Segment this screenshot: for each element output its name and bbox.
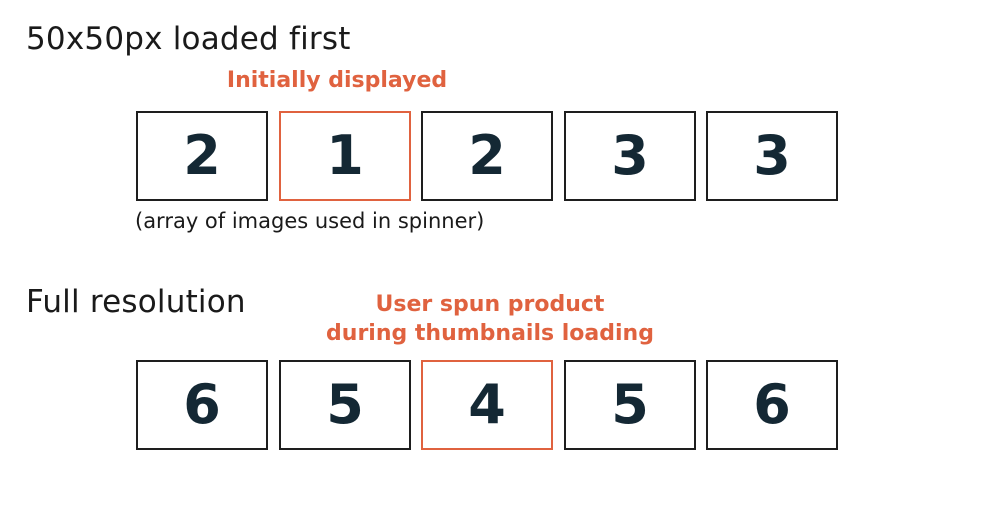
user-spun-callout-line1: User spun product <box>375 292 605 317</box>
frame-number: 6 <box>753 373 791 436</box>
initially-displayed-callout: Initially displayed <box>226 68 448 93</box>
fullres-frame-5: 6 <box>706 360 838 450</box>
frame-number: 3 <box>611 124 649 187</box>
thumbnail-frame-2: 1 <box>279 111 411 201</box>
thumbnail-frame-4: 3 <box>564 111 696 201</box>
frame-number: 1 <box>326 124 364 187</box>
frame-number: 4 <box>468 373 506 436</box>
fullres-frame-2: 5 <box>279 360 411 450</box>
fullres-heading: Full resolution <box>26 284 246 320</box>
thumbnail-frame-5: 3 <box>706 111 838 201</box>
thumbnail-frame-3: 2 <box>421 111 553 201</box>
frame-number: 5 <box>611 373 649 436</box>
spinner-array-caption: (array of images used in spinner) <box>135 209 485 233</box>
fullres-frame-row: 6 5 4 5 6 <box>136 360 840 452</box>
frame-number: 2 <box>183 124 221 187</box>
frame-number: 2 <box>468 124 506 187</box>
fullres-frame-1: 6 <box>136 360 268 450</box>
thumbnail-frame-row: 2 1 2 3 3 <box>136 111 840 203</box>
user-spun-callout: User spun product during thumbnails load… <box>326 291 654 348</box>
frame-number: 3 <box>753 124 791 187</box>
thumbnail-frame-1: 2 <box>136 111 268 201</box>
frame-number: 6 <box>183 373 221 436</box>
user-spun-callout-line2: during thumbnails loading <box>326 320 654 346</box>
fullres-frame-4: 5 <box>564 360 696 450</box>
frame-number: 5 <box>326 373 364 436</box>
fullres-frame-3: 4 <box>421 360 553 450</box>
thumbnails-heading: 50x50px loaded first <box>26 21 351 57</box>
